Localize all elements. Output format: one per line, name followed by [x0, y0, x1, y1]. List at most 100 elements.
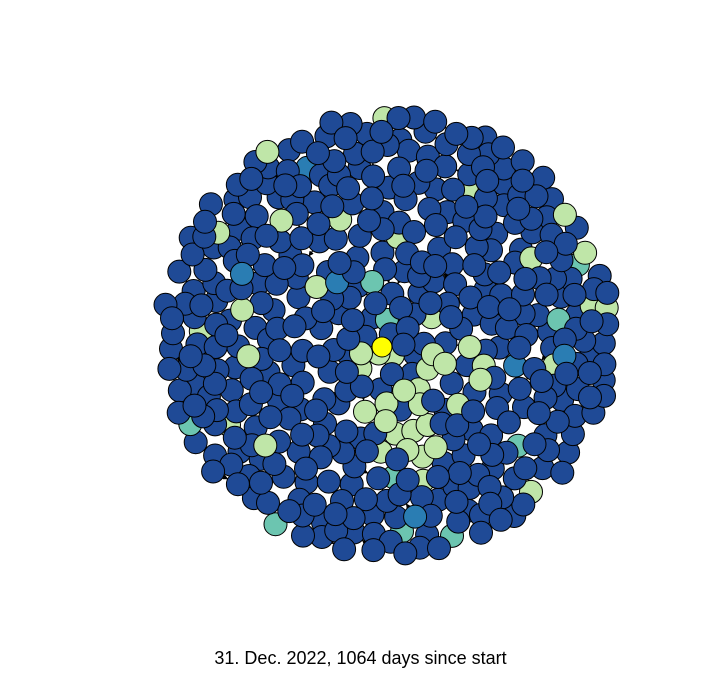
network-node — [361, 164, 386, 189]
network-node — [311, 299, 336, 324]
network-node — [475, 168, 500, 193]
network-node — [392, 378, 417, 403]
network-node — [578, 385, 602, 410]
network-node — [513, 266, 538, 291]
network-node — [254, 223, 279, 248]
network-node — [160, 306, 184, 331]
network-node — [369, 119, 394, 144]
network-node — [222, 425, 247, 450]
network-node — [402, 220, 426, 244]
network-node — [385, 447, 409, 472]
network-node — [507, 376, 532, 401]
network-node — [189, 293, 214, 318]
network-node — [454, 194, 479, 219]
network-node — [393, 541, 418, 566]
network-node — [182, 393, 207, 418]
network-node — [336, 176, 361, 201]
network-node — [294, 456, 318, 481]
network-node — [529, 369, 554, 393]
network-node — [332, 537, 357, 562]
network-node — [439, 305, 463, 330]
network-node — [304, 398, 329, 423]
network-node — [534, 240, 559, 265]
network-node — [510, 168, 535, 193]
network-node — [302, 492, 327, 517]
network-node — [354, 439, 379, 464]
network-node — [562, 282, 587, 307]
network-node — [277, 499, 302, 524]
network-node — [359, 186, 384, 211]
network-node — [361, 538, 386, 563]
network-node — [577, 361, 602, 385]
network-node — [447, 461, 472, 485]
network-node — [423, 254, 448, 278]
network-node — [366, 466, 391, 491]
network-node — [178, 344, 203, 369]
network-node — [327, 251, 352, 275]
network-node — [360, 139, 385, 164]
network-node — [333, 126, 358, 151]
network-node — [249, 380, 274, 405]
network-node — [305, 141, 330, 166]
network-node — [323, 502, 348, 527]
network-node — [282, 314, 307, 339]
network-node — [349, 374, 374, 399]
network-node — [550, 460, 575, 485]
network-node — [554, 361, 579, 386]
network-node — [373, 409, 398, 434]
network-node — [258, 405, 283, 430]
network-node — [418, 291, 443, 316]
network-node — [444, 121, 469, 146]
network-node — [511, 492, 536, 517]
network-node — [513, 456, 538, 481]
network-node — [487, 260, 512, 285]
network-node — [391, 332, 416, 357]
network-node — [552, 202, 577, 227]
network-node — [457, 335, 482, 359]
network-node — [423, 213, 448, 237]
network-node — [476, 295, 501, 319]
network-node — [467, 432, 491, 457]
network-node — [202, 371, 227, 396]
network-node — [423, 435, 448, 460]
network-node — [249, 470, 273, 495]
network-node — [291, 523, 315, 548]
network-node — [334, 359, 359, 384]
network-node — [267, 338, 292, 363]
network-node — [443, 225, 468, 250]
network-node — [421, 388, 446, 413]
network-node — [253, 433, 278, 458]
network-node — [595, 280, 620, 305]
network-node — [239, 166, 264, 191]
network-node — [395, 467, 420, 492]
network-node — [353, 399, 377, 424]
network-node — [497, 297, 522, 322]
network-node — [389, 296, 413, 320]
network-node — [214, 323, 239, 348]
network-node — [461, 399, 486, 424]
network-node — [273, 173, 298, 198]
network-node — [526, 401, 551, 426]
network-node — [289, 226, 314, 251]
network-node — [488, 507, 513, 532]
network-node — [462, 253, 487, 278]
network-node — [193, 209, 217, 234]
network-node — [306, 212, 331, 236]
network-node — [403, 504, 428, 529]
network-node — [334, 419, 359, 444]
network-node — [353, 487, 378, 512]
network-node — [316, 469, 341, 494]
network-node — [473, 204, 498, 229]
network-node — [534, 282, 559, 307]
timeline-caption: 31. Dec. 2022, 1064 days since start — [214, 648, 507, 668]
network-node — [221, 201, 246, 226]
network-node — [507, 335, 532, 360]
network-node — [357, 208, 381, 233]
network-node — [180, 242, 205, 267]
network-node — [444, 489, 469, 514]
network-node — [363, 291, 388, 316]
network-node — [236, 344, 261, 369]
network-node — [304, 275, 329, 299]
network-node — [290, 422, 315, 447]
network-node — [522, 432, 547, 457]
